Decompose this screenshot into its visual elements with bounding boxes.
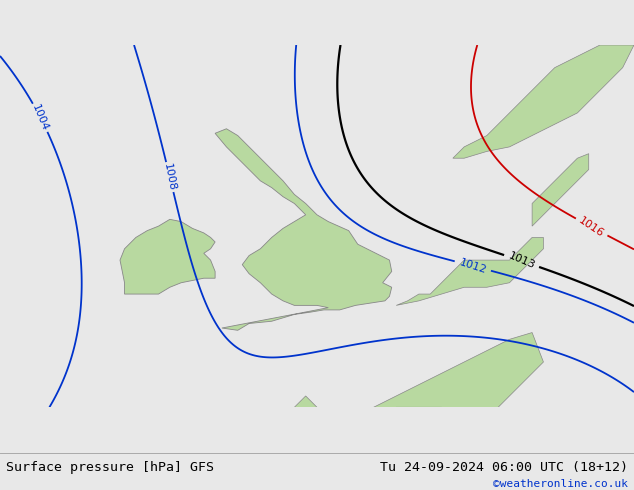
Text: 1012: 1012 (458, 257, 488, 275)
Polygon shape (396, 238, 543, 305)
Text: 1008: 1008 (162, 162, 178, 192)
Polygon shape (120, 220, 215, 294)
Text: 1013: 1013 (507, 251, 536, 271)
Polygon shape (215, 129, 392, 330)
Text: Tu 24-09-2024 06:00 UTC (18+12): Tu 24-09-2024 06:00 UTC (18+12) (380, 461, 628, 474)
Polygon shape (532, 154, 589, 226)
Polygon shape (294, 333, 543, 430)
Text: Surface pressure [hPa] GFS: Surface pressure [hPa] GFS (6, 461, 214, 474)
Polygon shape (453, 45, 634, 158)
Text: ©weatheronline.co.uk: ©weatheronline.co.uk (493, 479, 628, 489)
Text: 1016: 1016 (577, 215, 606, 239)
Text: 1004: 1004 (30, 103, 51, 133)
